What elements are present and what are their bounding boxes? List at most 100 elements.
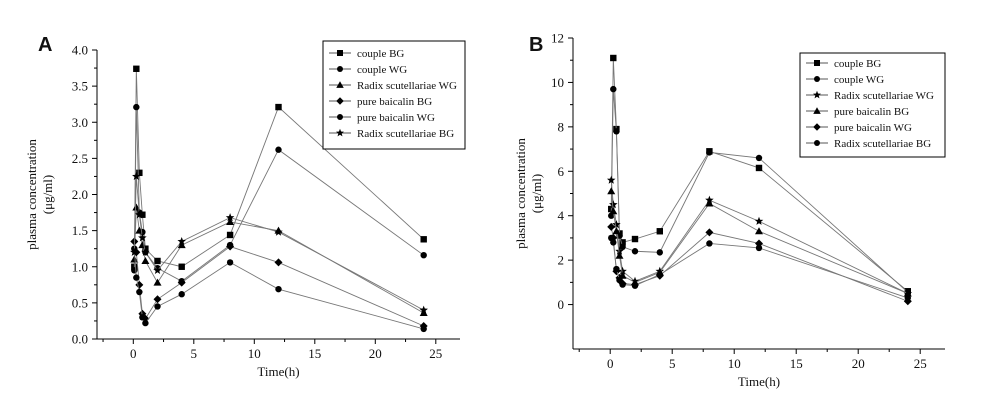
data-point-star — [609, 200, 618, 209]
data-point-star — [225, 213, 235, 222]
data-point-square — [133, 65, 140, 72]
series-radix-scutellariae-bg — [130, 171, 428, 314]
legend-marker-circle — [814, 76, 820, 82]
legend-label: pure baicalin BG — [834, 106, 909, 118]
legend-marker-circle — [337, 66, 343, 72]
data-point-square — [631, 235, 639, 243]
data-point-star — [135, 210, 144, 219]
x-tick-label: 25 — [429, 346, 442, 361]
data-point-star — [130, 247, 139, 256]
legend-item: Radix scutellariae BG — [806, 138, 931, 150]
series-line — [133, 241, 424, 327]
y-tick-label: 2 — [558, 253, 565, 268]
data-point-circle — [154, 303, 161, 310]
data-point-circle — [619, 281, 626, 288]
legend-label: Radix scutellariae WG — [357, 80, 457, 92]
series-line — [610, 226, 908, 302]
y-axis-label: plasma concentration(μg/ml) — [24, 139, 55, 250]
data-point-circle — [142, 319, 149, 327]
data-point-triangle — [177, 241, 186, 249]
series-line — [133, 207, 424, 314]
legend-label: Radix scutellariae BG — [357, 128, 454, 140]
data-point-triangle — [903, 289, 912, 297]
data-point-square — [154, 257, 161, 265]
y-tick-label: 3.5 — [72, 79, 88, 94]
series-line — [610, 57, 909, 292]
legend-label: couple WG — [834, 74, 884, 86]
legend-marker-star — [336, 128, 344, 137]
data-point-circle — [133, 274, 140, 281]
y-tick-label: 10 — [551, 75, 564, 90]
y-axis-label: plasma concentration(μg/ml) — [513, 138, 544, 249]
legend-marker-square — [337, 50, 343, 56]
legend-marker-star — [813, 90, 821, 99]
series-pure-baicalin-wg — [607, 222, 912, 306]
data-point-square — [139, 211, 146, 218]
legend-item: couple WG — [329, 64, 407, 76]
legend-item: pure baicalin BG — [806, 106, 909, 118]
data-point-triangle — [153, 278, 162, 286]
y-axis-label-line: plasma concentration — [24, 139, 39, 250]
data-point-triangle — [755, 227, 763, 235]
y-tick-label: 8 — [558, 119, 565, 134]
data-point-circle — [610, 85, 617, 93]
x-axis-label: Time(h) — [738, 374, 780, 389]
data-point-circle — [656, 271, 663, 278]
data-point-circle — [420, 251, 427, 259]
legend-marker-triangle — [813, 107, 821, 114]
data-point-square — [755, 164, 763, 172]
data-point-square — [226, 231, 234, 239]
data-point-circle — [706, 149, 713, 156]
data-point-circle — [631, 282, 639, 289]
legend: couple BG couple WG Radix scutellariae WG p… — [322, 40, 466, 150]
y-tick-label: 12 — [551, 31, 564, 46]
y-tick-label: 1.5 — [72, 223, 88, 238]
legend: couple BG couple WG Radix scutellariae WG p… — [799, 52, 946, 158]
data-point-circle — [420, 325, 427, 333]
data-point-star — [618, 266, 627, 275]
data-point-star — [141, 247, 150, 256]
data-point-diamond — [153, 295, 162, 304]
data-point-circle — [136, 288, 143, 296]
data-point-diamond — [135, 280, 144, 289]
x-tick-label: 15 — [308, 346, 321, 361]
x-axis-label: Time(h) — [257, 364, 299, 379]
data-point-triangle — [130, 255, 139, 263]
data-point-triangle — [141, 256, 150, 264]
legend-item: Radix scutellariae WG — [806, 90, 934, 102]
data-point-circle — [139, 314, 146, 321]
legend-item: Radix scutellariae WG — [329, 80, 457, 92]
data-point-triangle — [609, 207, 618, 215]
data-point-star — [132, 171, 141, 181]
series-radix-scutellariae-wg — [130, 203, 428, 316]
data-point-star — [177, 236, 186, 246]
data-point-circle — [619, 243, 626, 251]
data-point-diamond — [274, 258, 283, 267]
series-pure-baicalin-bg — [130, 237, 428, 330]
legend-label: couple BG — [834, 58, 881, 70]
chart-panel-b: B 0 5 10 15 20 25 0 2 4 6 8 10 12 Time(h) plasma concen… — [513, 31, 946, 389]
chart-panel-a: A 0 5 10 15 20 25 0.0 0.5 1.0 1.5 2.0 2.5 3.0 3.5 4.0 Ti… — [24, 34, 466, 379]
data-point-circle — [178, 291, 185, 298]
x-tick-label: 10 — [728, 356, 741, 371]
data-point-diamond — [177, 278, 186, 287]
legend-label: couple BG — [357, 48, 404, 60]
data-point-diamond — [705, 228, 714, 237]
data-point-square — [178, 263, 185, 270]
x-tick-label: 0 — [607, 356, 614, 371]
x-tick-label: 25 — [914, 356, 927, 371]
legend-marker-diamond — [336, 97, 344, 105]
x-tick-label: 0 — [130, 346, 137, 361]
legend-label: pure baicalin WG — [834, 122, 912, 134]
y-tick-label: 3.0 — [72, 115, 88, 130]
legend-label: pure baicalin WG — [357, 112, 435, 124]
series-line — [133, 107, 424, 282]
data-point-triangle — [607, 187, 616, 195]
data-point-square — [619, 239, 626, 246]
y-tick-label: 2.5 — [72, 151, 88, 166]
series-line — [133, 176, 424, 311]
legend-label: Radix scutellariae WG — [834, 90, 934, 102]
y-axis-label-line: plasma concentration — [513, 138, 528, 249]
x-tick-label: 15 — [790, 356, 803, 371]
